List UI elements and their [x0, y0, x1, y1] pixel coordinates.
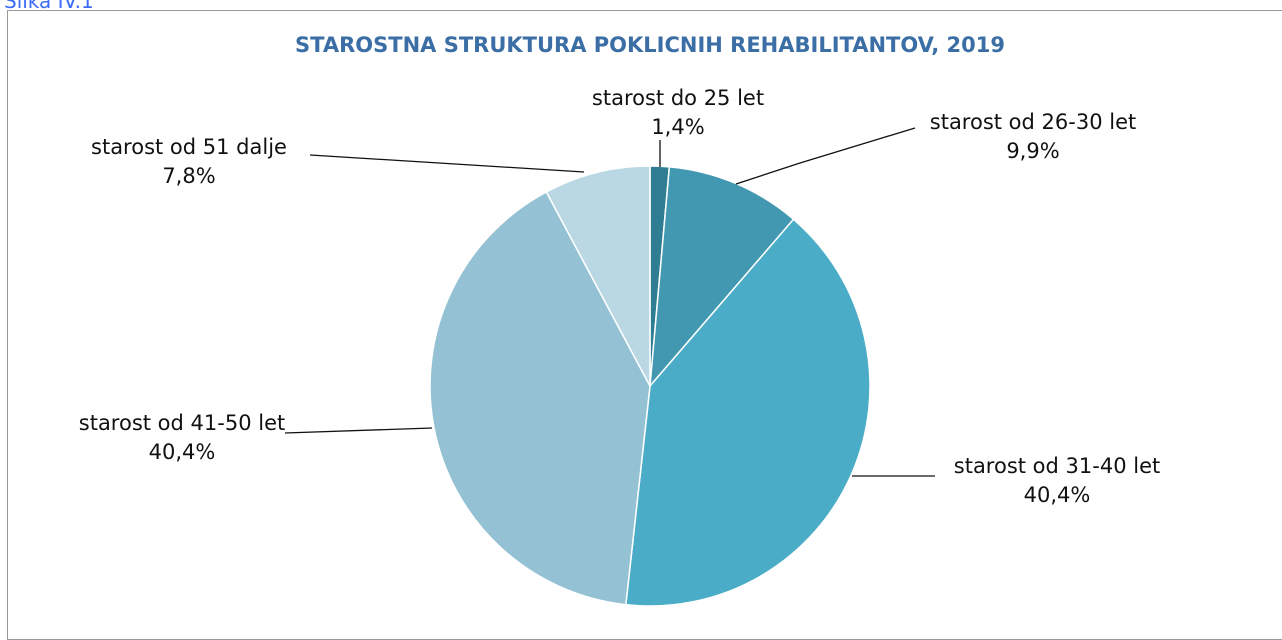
caption: Slika IV.1 [4, 0, 94, 13]
category-label: starost od 51 dalje [91, 135, 287, 159]
value-label: 1,4% [651, 115, 705, 139]
leader-lines [284, 127, 935, 477]
leader-line [284, 427, 433, 434]
chart [284, 127, 935, 607]
slice-label: starost od 41-50 let 40,4% [70, 409, 295, 467]
pie-slice [649, 166, 795, 389]
category-label: starost od 26-30 let [929, 110, 1137, 134]
value-label: 40,4% [148, 440, 216, 464]
slice-label: starost od 26-30 let 9,9% [921, 108, 1146, 166]
category-label: starost od 41-50 let [78, 411, 286, 435]
category-label: starost do 25 let [591, 86, 765, 110]
slice-label: starost od 31-40 let 40,4% [945, 452, 1170, 510]
slice-label: starost do 25 let 1,4% [543, 84, 813, 142]
pie-slice [625, 218, 871, 607]
value-label: 7,8% [162, 164, 216, 188]
pie-slice [545, 165, 651, 387]
page: Slika IV.1 STAROSTNA STRUKTURA POKLICNIH… [4, 0, 1282, 640]
chart-title: STAROSTNA STRUKTURA POKLICNIH REHABILITA… [295, 33, 1005, 57]
slice-label: starost od 51 dalje 7,8% [49, 133, 329, 191]
value-label: 9,9% [1006, 139, 1060, 163]
category-label: starost od 31-40 let [953, 454, 1161, 478]
pie-slice [429, 190, 651, 606]
value-label: 40,4% [1023, 483, 1091, 507]
leader-line [309, 154, 585, 173]
leader-line [735, 127, 916, 185]
